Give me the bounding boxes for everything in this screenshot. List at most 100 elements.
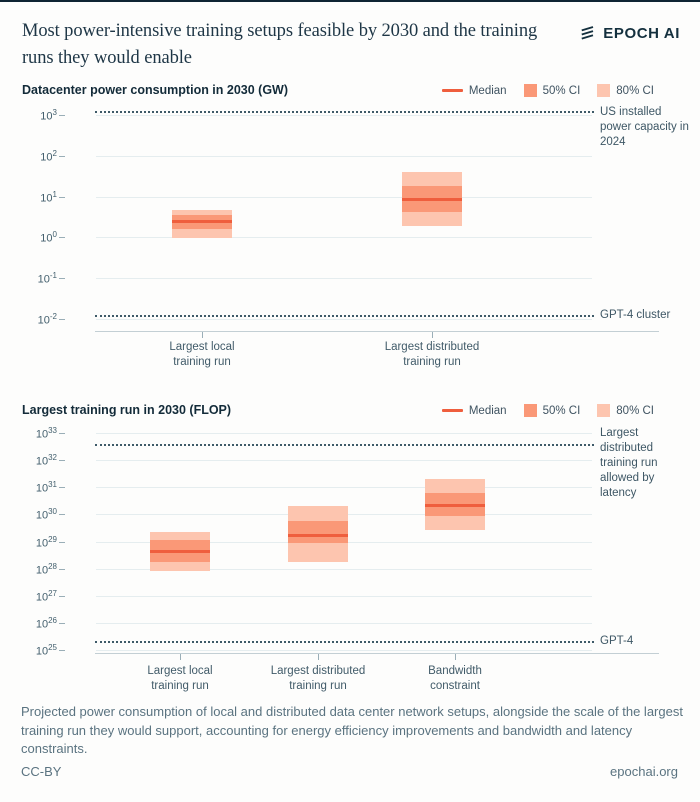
x-tick-mark (180, 654, 181, 660)
y-tick-mark (59, 196, 65, 198)
y-tick-mark (59, 278, 65, 280)
figure-caption: Projected power consumption of local and… (21, 704, 683, 756)
figure-title: Most power-intensive training setups fea… (22, 18, 537, 72)
y-tick-mark (59, 237, 65, 239)
median-line (172, 219, 232, 223)
chart2-title: Largest training run in 2030 (FLOP) (22, 403, 232, 417)
x-axis-line (95, 331, 659, 332)
y-tick-label: 1027 (35, 588, 57, 604)
y-gridline (96, 196, 592, 198)
median-line (425, 503, 485, 507)
y-tick-label: 103 (40, 108, 57, 123)
legend-median-label: Median (468, 84, 507, 97)
reference-line (95, 314, 594, 317)
y-gridline (96, 623, 592, 625)
reference-label: GPT-4 (600, 635, 634, 648)
ci80-swatch (597, 84, 611, 97)
y-tick-mark (59, 460, 65, 462)
x-axis-line (95, 653, 659, 654)
median-line (288, 533, 348, 537)
legend-median-label: Median (468, 404, 507, 417)
website-label: epochai.org (610, 764, 678, 779)
brand-wordmark: EPOCH AI (603, 24, 680, 42)
x-tick-mark (432, 332, 433, 338)
y-tick-label: 10-2 (37, 312, 57, 327)
y-tick-label: 10-1 (37, 271, 57, 286)
y-tick-label: 101 (40, 189, 57, 205)
y-gridline (96, 595, 592, 597)
legend-50ci-label: 50% CI (542, 404, 581, 417)
y-tick-label: 1030 (35, 507, 57, 523)
y-tick-mark (59, 115, 65, 116)
legend-item-80ci: 80% CI (597, 404, 654, 417)
figure-title-line1: Most power-intensive training setups fea… (22, 21, 538, 41)
median-line-swatch (441, 409, 463, 412)
reference-label: GPT-4 cluster (600, 308, 671, 321)
category-label: Largest distributed training run (270, 665, 366, 692)
y-gridline (96, 115, 592, 116)
ci80-swatch (597, 404, 611, 417)
y-tick-label: 102 (40, 148, 57, 164)
median-line (402, 198, 462, 202)
y-tick-label: 1033 (35, 426, 57, 441)
reference-label: Largest distributed training run allowed by… (600, 427, 658, 500)
legend-item-80ci: 80% CI (597, 84, 654, 97)
category-label: Largest local training run (169, 341, 235, 368)
y-gridline (96, 319, 592, 320)
top-border (0, 0, 700, 2)
y-tick-mark (59, 514, 65, 516)
median-line-swatch (441, 89, 463, 92)
x-tick-mark (318, 654, 319, 660)
y-tick-mark (59, 568, 65, 570)
y-tick-mark (59, 155, 65, 157)
license-label: CC-BY (21, 764, 62, 779)
epoch-ai-logo: EPOCH AI (578, 24, 680, 42)
y-tick-mark (59, 433, 65, 434)
y-gridline (96, 237, 592, 239)
figure-title-line2: runs they would enable (22, 48, 192, 68)
legend-80ci-label: 80% CI (616, 404, 654, 417)
epoch-slashes-icon (578, 24, 596, 42)
legend-item-median: Median (441, 404, 507, 417)
y-tick-label: 1028 (35, 561, 57, 577)
y-gridline (96, 460, 592, 462)
y-gridline (96, 487, 592, 489)
y-tick-label: 1026 (35, 616, 57, 631)
chart1-title: Datacenter power consumption in 2030 (GW… (22, 83, 289, 97)
category-label: Bandwidth constraint (428, 665, 482, 692)
category-label: Largest local training run (147, 665, 213, 692)
y-gridline (96, 568, 592, 570)
y-gridline (96, 155, 592, 157)
chart1-legend: Median 50% CI 80% CI (441, 84, 654, 97)
y-tick-mark (59, 595, 65, 597)
legend-item-50ci: 50% CI (523, 404, 581, 417)
reference-line (95, 444, 594, 447)
legend-50ci-label: 50% CI (542, 84, 581, 97)
y-tick-label: 1031 (35, 480, 57, 495)
ci50-swatch (523, 84, 537, 97)
y-gridline (96, 278, 592, 280)
reference-label: US installed power capacity in 2024 (600, 105, 689, 148)
y-tick-mark (59, 541, 65, 543)
y-tick-label: 100 (40, 230, 57, 246)
ci50-box (288, 521, 348, 543)
reference-line (95, 641, 594, 644)
y-tick-mark (59, 319, 65, 320)
chart2-legend: Median 50% CI 80% CI (441, 404, 654, 417)
category-label: Largest distributed training run (384, 341, 480, 368)
x-tick-mark (202, 332, 203, 338)
legend-item-50ci: 50% CI (523, 84, 581, 97)
y-gridline (96, 650, 592, 652)
y-tick-label: 1029 (35, 534, 57, 550)
reference-line (95, 110, 594, 113)
y-gridline (96, 433, 592, 434)
legend-80ci-label: 80% CI (616, 84, 654, 97)
y-tick-label: 1025 (35, 643, 57, 658)
x-tick-mark (455, 654, 456, 660)
y-tick-mark (59, 487, 65, 489)
ci50-swatch (523, 404, 537, 417)
median-line (150, 549, 210, 553)
y-tick-mark (59, 623, 65, 625)
y-tick-mark (59, 650, 65, 652)
